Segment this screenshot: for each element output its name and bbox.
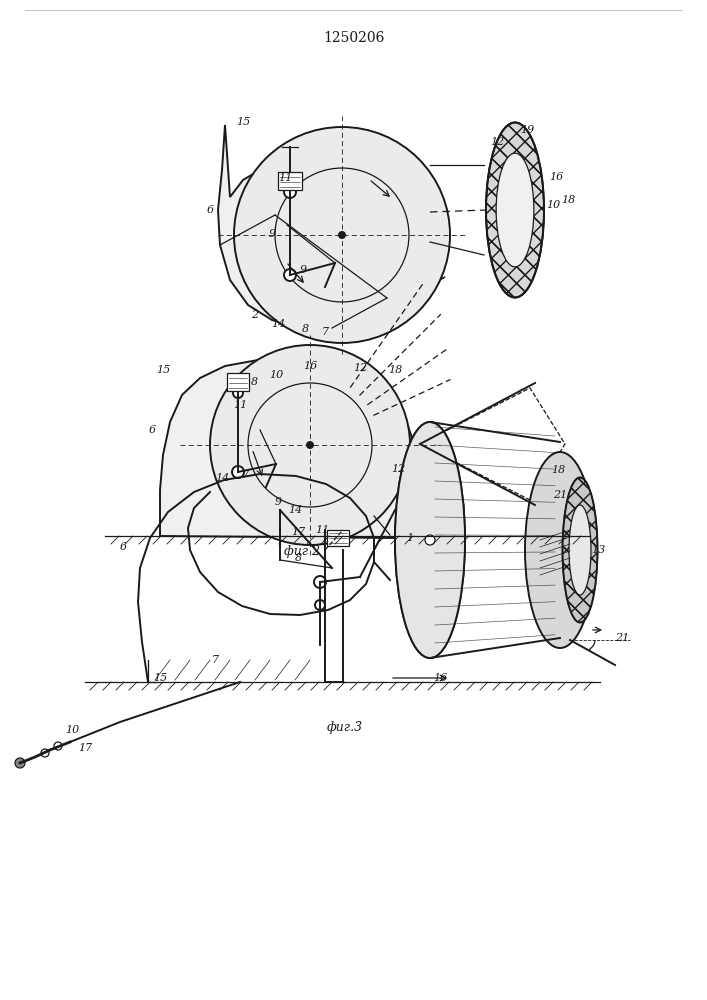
- Text: 9: 9: [274, 497, 281, 507]
- Text: 8: 8: [301, 324, 308, 334]
- Text: 2: 2: [252, 310, 259, 320]
- Text: 8: 8: [250, 377, 257, 387]
- Text: 7: 7: [322, 327, 329, 337]
- Text: 12: 12: [391, 464, 405, 474]
- Text: 16: 16: [549, 172, 563, 182]
- Text: 11: 11: [315, 525, 329, 535]
- Text: 21: 21: [553, 490, 567, 500]
- Ellipse shape: [486, 122, 544, 298]
- Ellipse shape: [569, 505, 591, 595]
- Text: 11: 11: [233, 400, 247, 410]
- Text: 19: 19: [520, 125, 534, 135]
- Text: 14: 14: [271, 319, 285, 329]
- Text: 8: 8: [294, 553, 302, 563]
- Ellipse shape: [496, 153, 534, 267]
- Ellipse shape: [395, 422, 465, 658]
- Bar: [278, 172, 302, 190]
- Text: 12: 12: [490, 137, 504, 147]
- Text: 14: 14: [288, 505, 302, 515]
- Circle shape: [284, 186, 296, 198]
- Text: 15: 15: [236, 117, 250, 127]
- Text: 1: 1: [407, 533, 414, 543]
- Circle shape: [314, 576, 326, 588]
- Text: фиг 2: фиг 2: [284, 546, 320, 558]
- Text: 16: 16: [303, 361, 317, 371]
- Polygon shape: [300, 277, 445, 328]
- Polygon shape: [160, 359, 418, 538]
- Text: фиг.3: фиг.3: [327, 722, 363, 734]
- Text: 18: 18: [561, 195, 575, 205]
- Text: 6: 6: [119, 542, 127, 552]
- Text: 17: 17: [78, 743, 92, 753]
- Text: 6: 6: [206, 205, 214, 215]
- Text: 18: 18: [388, 365, 402, 375]
- Text: 21: 21: [615, 633, 629, 643]
- Text: 16: 16: [433, 673, 447, 683]
- Text: 18: 18: [551, 465, 565, 475]
- Ellipse shape: [563, 478, 597, 622]
- Text: 7: 7: [211, 655, 218, 665]
- Text: 15: 15: [156, 365, 170, 375]
- Text: 10: 10: [269, 370, 283, 380]
- Text: 14: 14: [215, 473, 229, 483]
- Circle shape: [232, 466, 244, 478]
- Ellipse shape: [525, 452, 595, 648]
- Ellipse shape: [395, 422, 465, 658]
- Bar: [227, 373, 249, 391]
- Text: 10: 10: [546, 200, 560, 210]
- Text: 11: 11: [278, 173, 292, 183]
- Circle shape: [234, 127, 450, 343]
- Text: 13: 13: [591, 545, 605, 555]
- Text: 1250206: 1250206: [323, 31, 385, 45]
- Text: 10: 10: [65, 725, 79, 735]
- Circle shape: [425, 535, 435, 545]
- Circle shape: [315, 600, 325, 610]
- Text: 12: 12: [353, 363, 367, 373]
- Text: 9: 9: [269, 229, 276, 239]
- Circle shape: [338, 231, 346, 239]
- Circle shape: [306, 441, 314, 449]
- Circle shape: [233, 388, 243, 398]
- Circle shape: [41, 749, 49, 757]
- Circle shape: [54, 742, 62, 750]
- Text: 6: 6: [148, 425, 156, 435]
- Circle shape: [15, 758, 25, 768]
- Circle shape: [210, 345, 410, 545]
- Text: 9: 9: [300, 265, 307, 275]
- Circle shape: [284, 269, 296, 281]
- Bar: [327, 530, 349, 546]
- Text: 7: 7: [241, 470, 249, 480]
- Text: 15: 15: [153, 673, 167, 683]
- Text: 17: 17: [291, 527, 305, 537]
- Polygon shape: [218, 125, 430, 328]
